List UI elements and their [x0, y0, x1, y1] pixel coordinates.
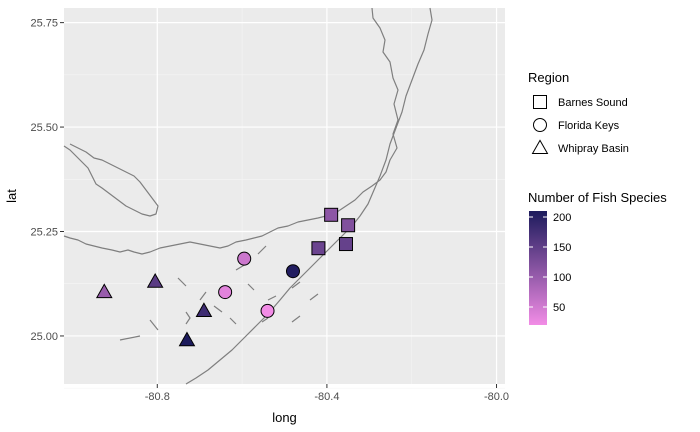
y-tick-label: 25.25 [30, 227, 58, 239]
region-legend-label: Whipray Basin [558, 143, 629, 155]
northwest-coastline [63, 143, 159, 217]
colorbar-label: 200 [553, 212, 571, 224]
mainland-coastline [63, 7, 399, 255]
data-point-circle [237, 251, 252, 266]
keys-chain [119, 245, 301, 341]
colorbar-label: 150 [553, 242, 571, 254]
plot-panel [64, 8, 505, 384]
data-point-circle [285, 264, 300, 279]
y-tick-label: 25.50 [30, 122, 58, 134]
data-point-square [338, 237, 353, 252]
data-points [95, 207, 356, 347]
data-point-circle [260, 303, 275, 318]
data-point-triangle [95, 283, 113, 299]
data-point-square [324, 207, 339, 222]
southern-islands [185, 283, 319, 325]
data-point-triangle [178, 331, 196, 347]
data-point-triangle [146, 272, 164, 288]
legend-key-circle [533, 118, 547, 132]
data-point-triangle [195, 302, 213, 317]
fish-species-legend: Number of Fish Species 50 100 150 200 [528, 190, 667, 325]
fish-species-legend-title: Number of Fish Species [528, 190, 667, 205]
legend-key-square [533, 95, 547, 109]
y-axis: 25.00 25.25 25.50 25.75 [30, 18, 64, 343]
colorbar-label: 100 [553, 272, 571, 284]
region-legend-label: Florida Keys [558, 120, 620, 132]
x-axis: -80.8 -80.4 -80.0 [145, 384, 509, 403]
colorbar [529, 211, 547, 325]
x-axis-title: long [272, 410, 297, 425]
region-legend-label: Barnes Sound [558, 97, 628, 109]
data-point-square [311, 241, 326, 256]
colorbar-label: 50 [553, 302, 565, 314]
y-tick-label: 25.00 [30, 331, 58, 343]
x-tick-label: -80.0 [484, 391, 509, 403]
y-axis-title: lat [4, 189, 19, 203]
y-tick-label: 25.75 [30, 18, 58, 30]
data-point-square [341, 218, 356, 233]
data-point-circle [218, 285, 233, 300]
region-legend-title: Region [528, 70, 569, 85]
legend-key-triangle [531, 139, 549, 155]
region-legend: Region Barnes Sound Florida Keys Whipray B… [528, 70, 629, 155]
x-tick-label: -80.4 [314, 391, 339, 403]
x-tick-label: -80.8 [145, 391, 170, 403]
